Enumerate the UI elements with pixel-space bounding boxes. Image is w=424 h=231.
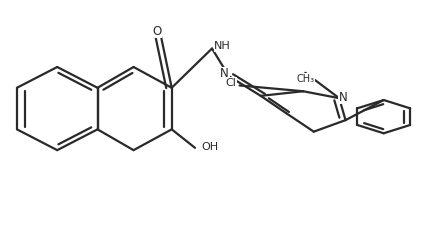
Text: N: N xyxy=(220,67,229,80)
Text: CH₃: CH₃ xyxy=(296,73,314,84)
Text: O: O xyxy=(152,25,162,38)
Text: NH: NH xyxy=(214,41,231,51)
Text: N: N xyxy=(339,91,348,103)
Text: Cl: Cl xyxy=(226,78,237,88)
Text: OH: OH xyxy=(201,142,218,152)
